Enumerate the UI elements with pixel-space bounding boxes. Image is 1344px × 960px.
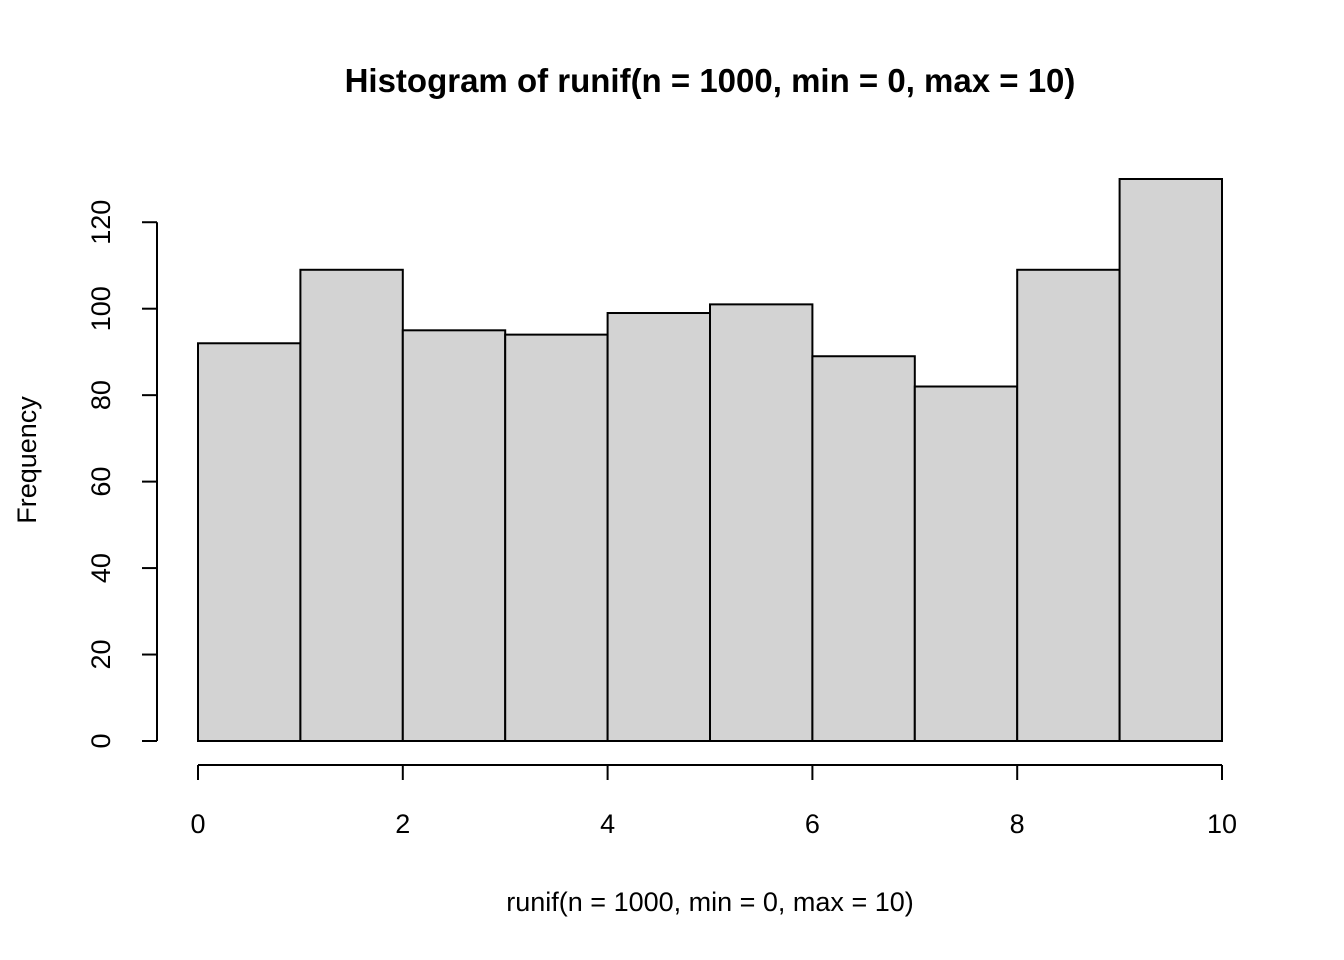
histogram-bar <box>1016 268 1121 742</box>
histogram-bar <box>504 333 609 742</box>
y-axis-label: Frequency <box>12 396 42 524</box>
y-tick-label: 20 <box>86 640 116 670</box>
x-tick-label: 4 <box>600 809 615 839</box>
histogram-bar <box>913 385 1019 742</box>
x-axis-label: runif(n = 1000, min = 0, max = 10) <box>506 887 913 917</box>
x-tick-label: 6 <box>805 809 820 839</box>
y-tick-label: 100 <box>86 286 116 331</box>
x-axis: 0 2 4 6 8 10 <box>190 764 1237 839</box>
histogram-bar <box>709 303 814 742</box>
y-tick-label: 60 <box>86 467 116 497</box>
x-tick-label: 8 <box>1010 809 1025 839</box>
histogram-bar <box>401 329 507 742</box>
chart-title: Histogram of runif(n = 1000, min = 0, ma… <box>345 62 1076 99</box>
x-tick-label: 0 <box>190 809 205 839</box>
y-axis: 0 20 40 60 80 100 120 <box>86 200 158 749</box>
histogram-bar <box>299 268 404 742</box>
y-tick-label: 120 <box>86 200 116 245</box>
y-tick-label: 0 <box>86 733 116 748</box>
y-tick-label: 40 <box>86 553 116 583</box>
histogram-bar <box>1118 178 1223 742</box>
bars-group <box>197 178 1223 742</box>
histogram-bar <box>811 355 916 742</box>
histogram-bar <box>606 312 711 742</box>
y-tick-label: 80 <box>86 380 116 410</box>
x-tick-label: 2 <box>395 809 410 839</box>
histogram-bar <box>197 342 302 742</box>
x-tick-label: 10 <box>1207 809 1237 839</box>
